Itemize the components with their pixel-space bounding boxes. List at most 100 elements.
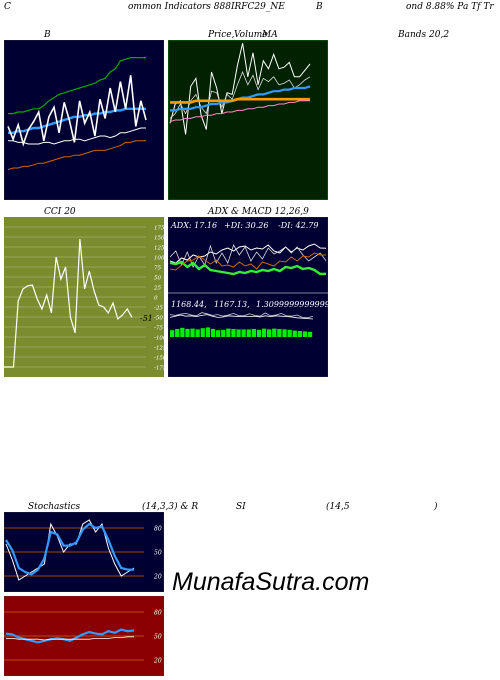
adx-macd-bg [168, 217, 328, 377]
stoch-tick-label: 50 [154, 550, 162, 557]
rsi-ma-line [6, 636, 134, 641]
macd-histogram-bar [282, 329, 287, 337]
macd-histogram-bar [216, 330, 221, 337]
stoch-params: (14,3,3) & R [142, 502, 199, 512]
macd-histogram-bar [292, 330, 297, 337]
macd-histogram-bar [307, 331, 313, 337]
bb-price-line [7, 75, 147, 147]
macd-histogram-bar [200, 328, 205, 337]
cci-tick-label: -25 [154, 306, 163, 312]
rsi-params: (14,5 [326, 502, 350, 512]
mdi-readout: -DI: 42.79 [278, 221, 318, 230]
cci-title: CCI 20 [44, 207, 76, 217]
adx-orange-line [169, 252, 326, 271]
macd-histogram-bar [236, 329, 241, 337]
header-c: C [4, 2, 11, 12]
adx-title: ADX & MACD 12,26,9 [208, 207, 309, 217]
macd-histogram-bar [170, 330, 175, 337]
bands-title: Bands 20,2 [398, 30, 450, 40]
cci-tick-label: -75 [154, 326, 163, 332]
macd-readout-b: 1167.13, [214, 300, 250, 309]
rsi-tick-label: 20 [153, 658, 162, 665]
cci-tick-label: 0 [154, 296, 158, 302]
bb-middle-white [8, 127, 146, 145]
di-plus-line [169, 244, 327, 268]
macd-histogram-bar [297, 331, 302, 337]
macd-histogram-bar [246, 329, 251, 337]
cci-tick-label: -125 [154, 346, 164, 352]
volume-title: Volume [234, 30, 268, 40]
cci-tick-label: -175 [154, 366, 164, 372]
stochastics-chart: 80 50 20 [4, 512, 164, 592]
stoch-k-line [5, 519, 135, 581]
macd-histogram-bar [210, 329, 216, 337]
macd-readout-a: 1168.44, [171, 300, 207, 309]
cci-tick-label: -50 [154, 316, 163, 322]
macd-signal-line [169, 314, 314, 320]
macd-histogram-bar [190, 328, 195, 337]
si-title: SI [236, 502, 246, 512]
adx-readout: ADX: 17.16 [170, 221, 217, 230]
rsi-tick-label: 80 [154, 610, 162, 617]
cci-tick-label: 175 [154, 226, 164, 232]
bb-title: B [44, 30, 51, 40]
macd-histogram-bar [261, 328, 267, 337]
adx-macd-chart: ADX: 17.16 +DI: 30.26 -DI: 42.79 1168.44… [168, 217, 328, 377]
cci-tick-label: 25 [153, 286, 161, 292]
price-bg [168, 40, 328, 200]
cci-tick-label: 100 [154, 256, 164, 262]
cci-line [4, 238, 133, 368]
macd-histogram-bar [302, 331, 308, 337]
adx-line [169, 260, 327, 276]
price-chart [168, 40, 328, 200]
macd-histogram-bar [272, 328, 277, 337]
bb-upper-band [8, 57, 146, 115]
macd-histogram-bar [251, 329, 256, 337]
pdi-readout: +DI: 30.26 [224, 221, 268, 230]
cci-tick-label: -100 [154, 336, 164, 342]
stoch-tick-label: 80 [154, 526, 162, 533]
price-ma-orange [170, 97, 310, 104]
header-b: B [316, 2, 323, 12]
macd-histogram-bar [180, 327, 185, 337]
rsi-tick-label: 50 [154, 634, 162, 641]
macd-readout-c: 1.3099999999999 [256, 300, 328, 309]
cci-last-value: -51 [140, 314, 153, 323]
di-minus-line [169, 243, 327, 264]
price-title: Price, [208, 30, 235, 40]
stoch-d-line [5, 522, 134, 576]
bollinger-chart [4, 40, 164, 200]
cci-tick-label: 150 [154, 236, 164, 242]
macd-histogram-bar [175, 329, 180, 337]
price-ma-short [169, 70, 311, 119]
rsi-chart: 80 50 20 [4, 596, 164, 676]
macd-histogram-bar [277, 329, 282, 337]
watermark: MunafaSutra.com [172, 568, 370, 596]
macd-histogram-bar [195, 329, 200, 337]
bb-lower-band [7, 140, 146, 171]
header-symbol: ommon Indicators 888IRFC29_NE [128, 2, 285, 12]
cci-tick-label: 75 [154, 266, 161, 272]
macd-histogram-bar [185, 329, 190, 337]
macd-histogram-bar [205, 327, 211, 337]
stoch-tick-label: 20 [153, 574, 162, 581]
cci-tick-label: -150 [154, 356, 164, 362]
macd-histogram-bar [256, 329, 262, 337]
price-ma-pink [169, 100, 310, 123]
cci-tick-label: 50 [154, 276, 161, 282]
cci-tick-label: 125 [154, 246, 164, 252]
rsi-close: ) [434, 502, 438, 512]
cci-bg [4, 217, 164, 377]
macd-histogram-bar [221, 329, 226, 337]
macd-histogram-bar [226, 328, 231, 337]
price-line [169, 43, 311, 135]
rsi-line [5, 628, 135, 644]
macd-line [169, 312, 314, 319]
macd-histogram-bar [241, 329, 246, 337]
macd-histogram-bar [287, 329, 292, 337]
ma-title: MA [262, 30, 278, 40]
cci-chart: 175 150 125 100 75 50 25 0 -25 -50 -75 -100 -125 -150… [4, 217, 164, 377]
macd-histogram-bar [231, 329, 236, 337]
macd-histogram-bar [267, 329, 272, 337]
header-bond: ond 8.88% Pa Tf Tr [406, 2, 494, 12]
